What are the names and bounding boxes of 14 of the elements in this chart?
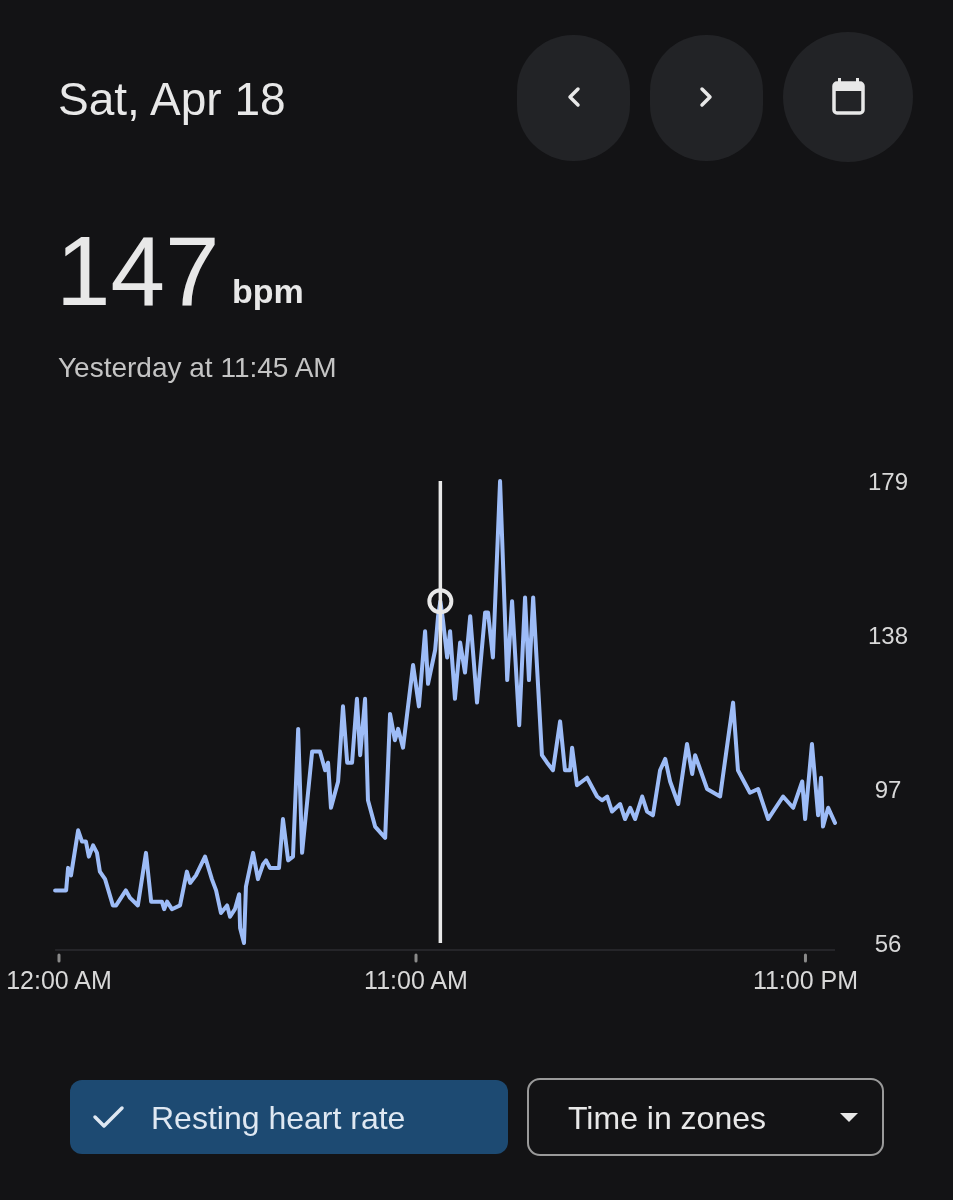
x-tick-label: 12:00 AM	[6, 966, 112, 994]
y-tick-label: 56	[874, 930, 902, 957]
text: 147	[56, 216, 220, 326]
x-tick-label: 11:00 AM	[364, 966, 468, 994]
y-tick-label: 179	[867, 468, 909, 495]
line-series	[53, 479, 837, 945]
text: Time in zones	[568, 1100, 766, 1136]
text: Resting heart rate	[151, 1100, 406, 1136]
y-tick-label: 138	[867, 622, 909, 649]
x-tick-label: 11:00 PM	[752, 966, 859, 994]
text: bpm	[232, 272, 304, 310]
text: Yesterday at 11:45 AM	[58, 352, 337, 383]
chart-title: Sat, Apr 18	[58, 73, 286, 125]
y-tick-label: 97	[874, 776, 902, 803]
